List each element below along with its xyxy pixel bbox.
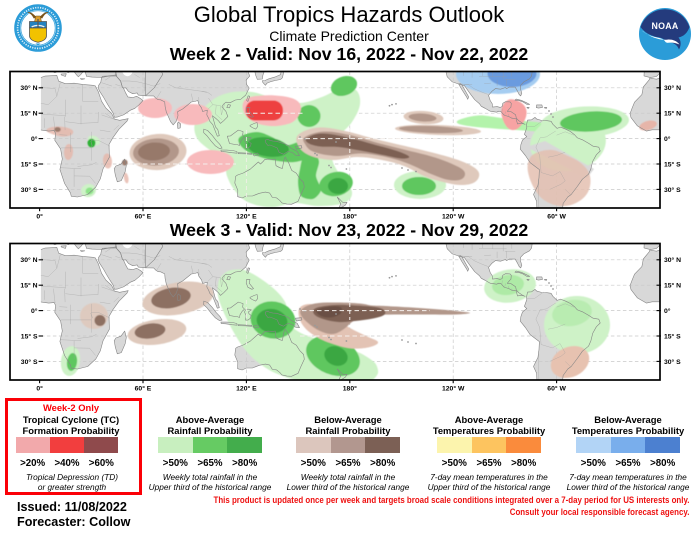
- svg-text:120° E: 120° E: [236, 213, 257, 221]
- svg-text:60° W: 60° W: [547, 385, 566, 393]
- svg-text:30° S: 30° S: [664, 358, 681, 366]
- svg-text:180°: 180°: [343, 385, 357, 393]
- svg-text:30° S: 30° S: [664, 186, 681, 194]
- svg-text:15° S: 15° S: [21, 160, 38, 168]
- svg-text:30° N: 30° N: [664, 84, 681, 92]
- svg-text:15° N: 15° N: [20, 282, 37, 290]
- svg-text:120° W: 120° W: [442, 213, 465, 221]
- svg-text:0°: 0°: [31, 307, 38, 315]
- svg-text:60° W: 60° W: [547, 213, 566, 221]
- svg-text:15° S: 15° S: [664, 332, 681, 340]
- svg-text:15° N: 15° N: [20, 110, 37, 118]
- svg-text:30° S: 30° S: [21, 358, 38, 366]
- svg-text:120° W: 120° W: [442, 385, 465, 393]
- svg-text:30° N: 30° N: [664, 256, 681, 264]
- svg-text:15° S: 15° S: [21, 332, 38, 340]
- svg-text:0°: 0°: [664, 307, 671, 315]
- svg-text:NOAA: NOAA: [651, 21, 678, 31]
- svg-text:180°: 180°: [343, 213, 357, 221]
- svg-text:15° N: 15° N: [664, 282, 681, 290]
- svg-text:30° N: 30° N: [20, 256, 37, 264]
- svg-text:0°: 0°: [36, 213, 43, 221]
- svg-text:0°: 0°: [36, 385, 43, 393]
- svg-text:0°: 0°: [31, 135, 38, 143]
- svg-text:0°: 0°: [664, 135, 671, 143]
- svg-text:30° S: 30° S: [21, 186, 38, 194]
- svg-text:120° E: 120° E: [236, 385, 257, 393]
- svg-text:30° N: 30° N: [20, 84, 37, 92]
- svg-text:60° E: 60° E: [135, 385, 152, 393]
- svg-text:15° N: 15° N: [664, 110, 681, 118]
- svg-text:60° E: 60° E: [135, 213, 152, 221]
- svg-text:15° S: 15° S: [664, 160, 681, 168]
